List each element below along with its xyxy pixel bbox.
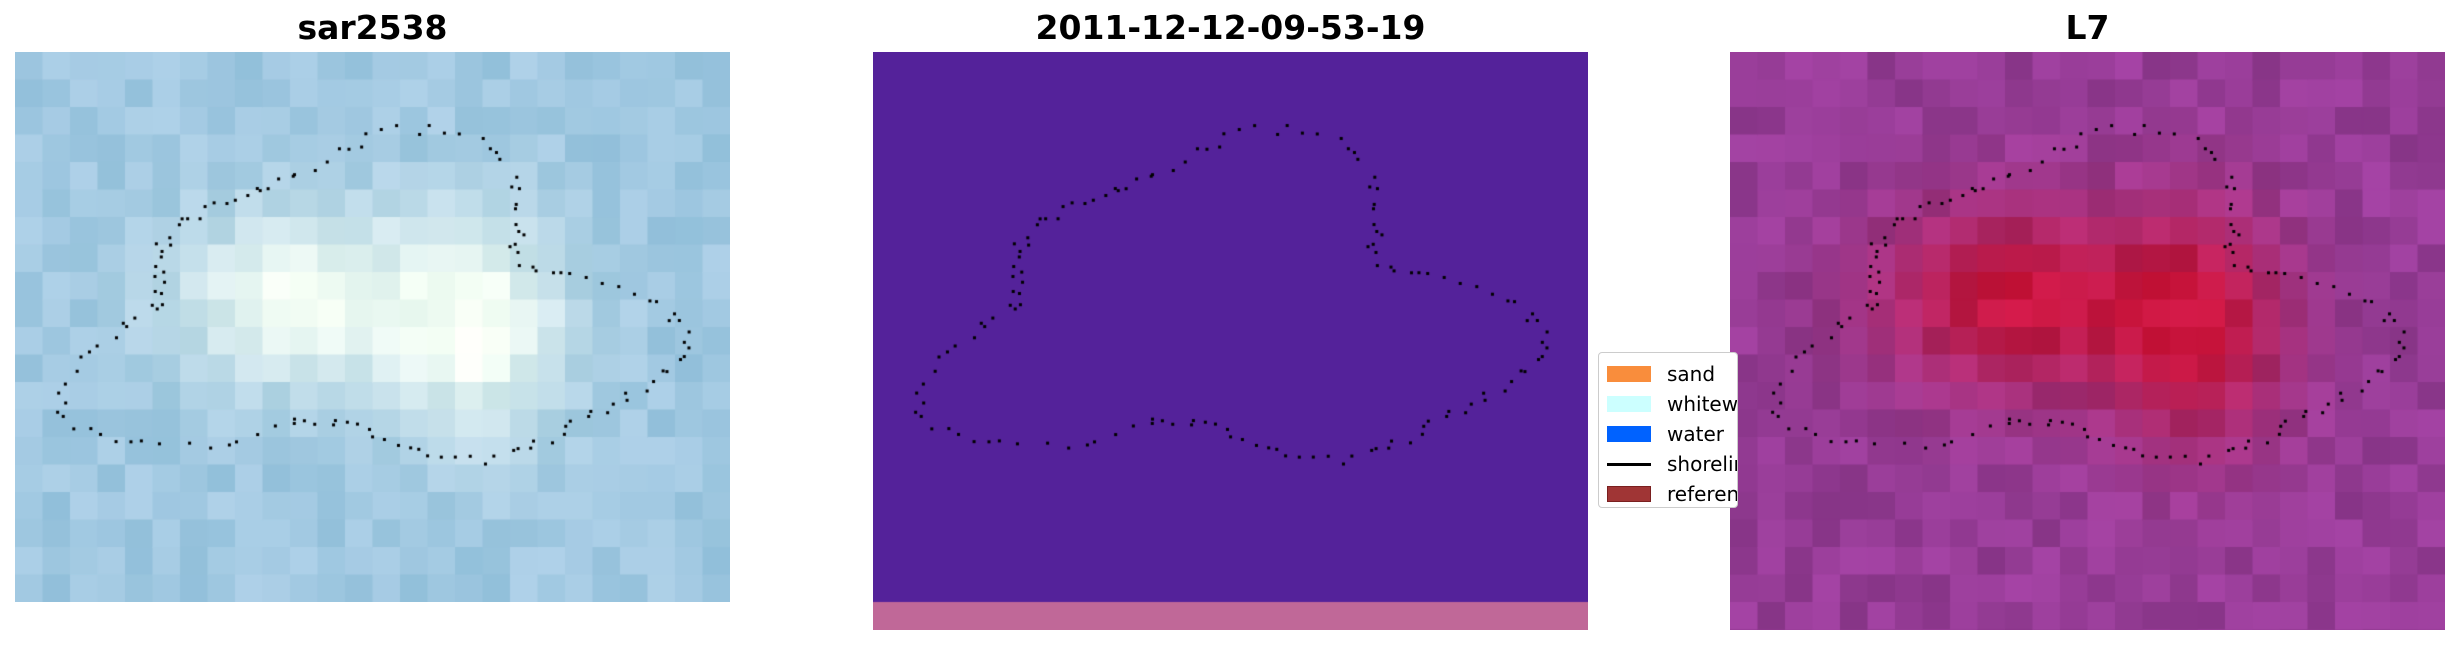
reference-swatch [1607,486,1651,502]
title-date: 2011-12-12-09-53-19 [1035,8,1426,47]
panel-classified [873,52,1588,630]
shoreline-line [1607,462,1651,466]
legend-item-water: water [1607,419,1737,449]
legend-label: sand [1667,362,1716,386]
water-swatch [1607,426,1651,442]
sand-swatch [1607,366,1651,382]
legend-item-whitewater: whitewater [1607,389,1737,419]
legend-label: reference [1667,482,1738,506]
panel-l7 [1730,52,2445,630]
legend-label: whitewater [1667,392,1738,416]
legend-item-reference: reference [1607,479,1738,507]
legend-label: shoreline [1667,452,1737,476]
title-sar: sar2538 [297,8,448,47]
sar-image [15,52,730,602]
legend-item-sand: sand [1607,359,1737,389]
panel-sar [15,52,730,602]
whitewater-swatch [1607,396,1651,412]
legend: sand whitewater water shoreline referenc… [1598,352,1738,508]
classified-image [873,52,1588,630]
legend-item-shoreline: shoreline [1607,449,1737,479]
l7-image [1730,52,2445,630]
legend-label: water [1667,422,1724,446]
title-l7: L7 [2065,8,2110,47]
